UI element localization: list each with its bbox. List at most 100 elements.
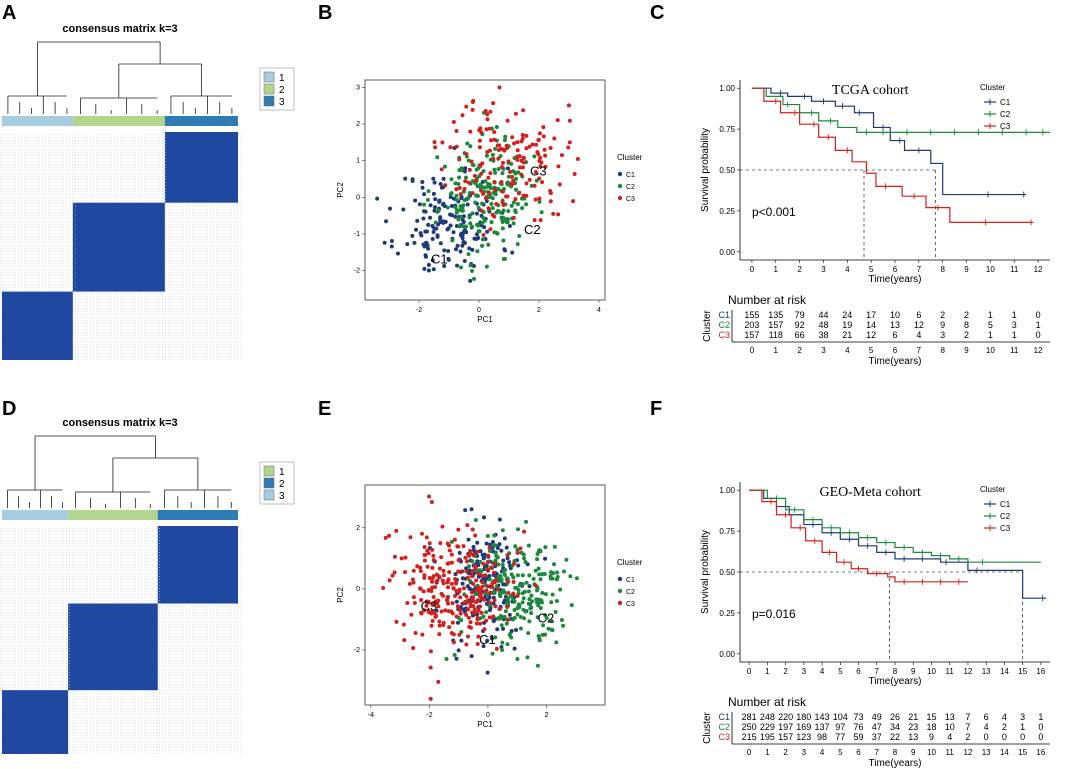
scatter-point-c1 bbox=[543, 556, 548, 561]
scatter-point-c3 bbox=[556, 212, 561, 217]
cluster-annotation: C3 bbox=[530, 163, 547, 178]
scatter-point-c2 bbox=[536, 603, 541, 608]
risk-count: 1 bbox=[1038, 712, 1043, 722]
scatter-point-c3 bbox=[540, 180, 545, 185]
scatter-point-c2 bbox=[555, 570, 560, 575]
scatter-point-c3 bbox=[475, 617, 480, 622]
scatter-point-c1 bbox=[414, 227, 419, 232]
scatter-point-c3 bbox=[381, 586, 386, 591]
scatter-point-c3 bbox=[439, 555, 444, 560]
scatter-point-c2 bbox=[568, 574, 573, 579]
scatter-point-c3 bbox=[454, 580, 459, 585]
scatter-point-c2 bbox=[516, 527, 521, 532]
scatter-point-c1 bbox=[462, 258, 467, 263]
scatter-point-c3 bbox=[454, 129, 459, 134]
risk-count: 1 bbox=[988, 330, 993, 340]
scatter-point-c2 bbox=[535, 615, 540, 620]
x-tick-label: 15 bbox=[1018, 667, 1027, 676]
scatter-point-c2 bbox=[490, 196, 495, 201]
risk-count: 3 bbox=[1012, 320, 1017, 330]
x-tick-label: 1 bbox=[774, 265, 779, 274]
risk-count: 0 bbox=[1036, 330, 1041, 340]
scatter-point-c3 bbox=[497, 143, 502, 148]
legend-frame bbox=[259, 67, 295, 111]
scatter-point-c3 bbox=[480, 580, 485, 585]
y-tick-label: 0.25 bbox=[719, 207, 735, 216]
scatter-point-c3 bbox=[457, 185, 462, 190]
risk-count: 79 bbox=[795, 310, 805, 320]
scatter-point-c2 bbox=[480, 237, 485, 242]
scatter-point-c2 bbox=[497, 592, 502, 597]
risk-count: 3 bbox=[1020, 712, 1025, 722]
heatmap-title: consensus matrix k=3 bbox=[62, 23, 177, 35]
scatter-point-c3 bbox=[428, 696, 433, 701]
legend-label: C1 bbox=[1000, 98, 1011, 107]
scatter-point-c3 bbox=[483, 589, 488, 594]
scatter-point-c3 bbox=[436, 604, 441, 609]
scatter-point-c1 bbox=[401, 207, 406, 212]
risk-x-tick-label: 10 bbox=[927, 748, 936, 757]
legend-marker bbox=[617, 576, 623, 582]
x-tick-label: 4 bbox=[845, 265, 850, 274]
scatter-point-c3 bbox=[524, 133, 529, 138]
risk-table-ylabel: Cluster bbox=[702, 309, 713, 341]
risk-count: 17 bbox=[866, 310, 876, 320]
scatter-point-c3 bbox=[429, 623, 434, 628]
scatter-point-c1 bbox=[474, 232, 479, 237]
scatter-point-c2 bbox=[526, 543, 531, 548]
x-axis-label: Time(years) bbox=[869, 676, 922, 687]
scatter-point-c3 bbox=[497, 85, 502, 90]
scatter-point-c1 bbox=[462, 609, 467, 614]
scatter-point-c3 bbox=[466, 607, 471, 612]
scatter-point-c1 bbox=[507, 223, 512, 228]
scatter-point-c2 bbox=[493, 146, 498, 151]
scatter-point-c3 bbox=[492, 180, 497, 185]
scatter-point-c2 bbox=[544, 616, 549, 621]
scatter-point-c1 bbox=[459, 196, 464, 201]
scatter-point-c2 bbox=[530, 599, 535, 604]
scatter-point-c3 bbox=[474, 621, 479, 626]
risk-count: 4 bbox=[984, 722, 989, 732]
scatter-point-c3 bbox=[438, 541, 443, 546]
km-curve-c3 bbox=[751, 87, 1034, 223]
scatter-point-c2 bbox=[484, 610, 489, 615]
scatter-point-c3 bbox=[496, 156, 501, 161]
scatter-point-c2 bbox=[475, 249, 480, 254]
scatter-point-c2 bbox=[436, 208, 441, 213]
scatter-point-c3 bbox=[539, 160, 544, 165]
scatter-point-c3 bbox=[463, 179, 468, 184]
scatter-point-c1 bbox=[455, 243, 460, 248]
risk-count: 157 bbox=[768, 320, 783, 330]
scatter-point-c2 bbox=[503, 609, 508, 614]
x-tick-label: -2 bbox=[416, 307, 422, 314]
risk-count: 0 bbox=[1002, 732, 1007, 742]
scatter-point-c2 bbox=[502, 590, 507, 595]
scatter-point-c2 bbox=[499, 623, 504, 628]
scatter-point-c2 bbox=[468, 144, 473, 149]
risk-x-tick-label: 12 bbox=[963, 748, 972, 757]
scatter-point-c2 bbox=[488, 186, 493, 191]
scatter-point-c3 bbox=[533, 197, 538, 202]
scatter-point-c3 bbox=[410, 577, 415, 582]
y-tick-label: 0.00 bbox=[719, 248, 735, 257]
scatter-point-c3 bbox=[572, 171, 577, 176]
risk-count: 0 bbox=[1020, 732, 1025, 742]
scatter-point-c2 bbox=[549, 600, 554, 605]
x-tick-label: 8 bbox=[893, 667, 898, 676]
legend-frame bbox=[259, 461, 295, 505]
scatter-point-c2 bbox=[509, 161, 514, 166]
scatter-point-c3 bbox=[422, 558, 427, 563]
risk-count: 92 bbox=[795, 320, 805, 330]
scatter-point-c3 bbox=[418, 586, 423, 591]
scatter-point-c1 bbox=[485, 638, 490, 643]
scatter-point-c3 bbox=[441, 620, 446, 625]
scatter-point-c2 bbox=[527, 597, 532, 602]
scatter-point-c2 bbox=[559, 618, 564, 623]
scatter-point-c2 bbox=[457, 168, 462, 173]
panel-label-d: D bbox=[2, 398, 17, 420]
x-tick-label: 2 bbox=[783, 667, 788, 676]
scatter-point-c1 bbox=[432, 205, 437, 210]
scatter-point-c3 bbox=[470, 610, 475, 615]
scatter-point-c2 bbox=[470, 162, 475, 167]
scatter-point-c3 bbox=[422, 575, 427, 580]
